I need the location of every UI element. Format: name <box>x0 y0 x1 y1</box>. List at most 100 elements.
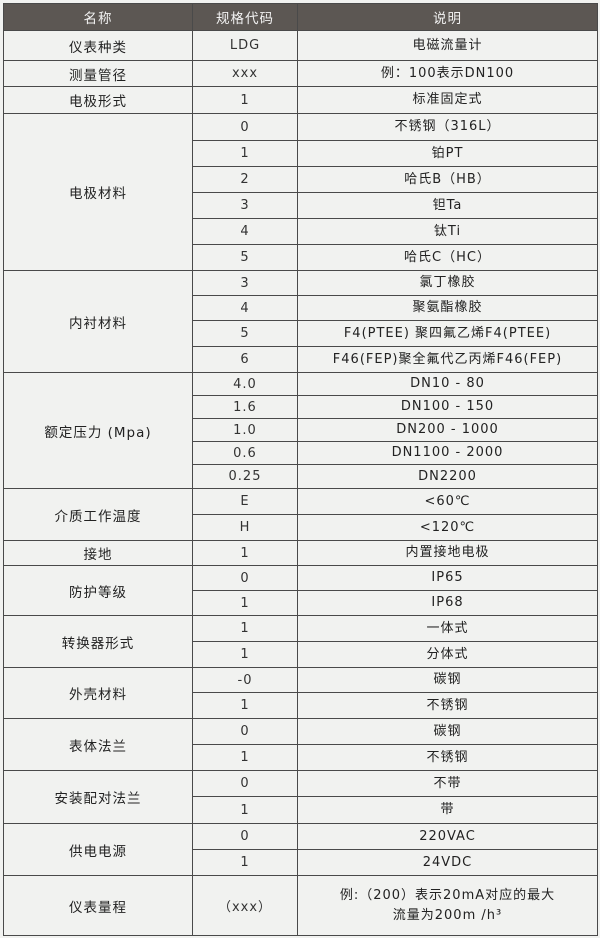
spec-description: 氯丁橡胶 <box>297 270 598 296</box>
table-row: 1 分体式 <box>4 641 598 668</box>
spec-description: 钛Ti <box>297 218 598 245</box>
spec-code: xxx <box>192 60 298 87</box>
table-row: 表体法兰 0 碳钢 <box>3 718 598 771</box>
item-name: 接地 <box>3 540 193 566</box>
spec-code: 2 <box>192 166 298 193</box>
header-desc: 说明 <box>297 3 598 31</box>
table-row: 6 F46(FEP)聚全氟代乙丙烯F46(FEP) <box>4 346 598 373</box>
spec-description: IP68 <box>297 590 598 616</box>
table-row: 仪表种类 LDG 电磁流量计 <box>3 30 598 61</box>
table-row: 1 IP68 <box>4 590 598 616</box>
table-row: 3 钽Ta <box>4 192 598 219</box>
header-name: 名称 <box>3 3 193 31</box>
item-name: 仪表种类 <box>3 30 193 61</box>
spec-description: DN100 - 150 <box>297 395 598 419</box>
header-code: 规格代码 <box>192 3 298 31</box>
spec-code: H <box>192 514 298 541</box>
item-name: 供电电源 <box>3 823 193 876</box>
table-row: 内衬材料 3 氯丁橡胶 <box>3 270 598 373</box>
description-line: 例:（200）表示20mA对应的最大 <box>339 887 556 903</box>
spec-description: 不带 <box>297 770 598 797</box>
spec-code: -0 <box>192 667 298 693</box>
spec-code: 0 <box>192 823 298 850</box>
table-row: 1 24VDC <box>4 849 598 876</box>
table-row: 电极材料 0 不锈钢（316L） <box>3 113 598 271</box>
table-row: 额定压力 (Mpa) 4.0 DN10 - 80 <box>3 372 598 489</box>
table-body: 仪表种类 LDG 电磁流量计 测量管径 xxx 例：100表示DN100 电极形式 1 标准固定… <box>3 30 598 936</box>
table-row: 0.6 DN1100 - 2000 <box>4 441 598 465</box>
spec-code: （xxx） <box>192 875 298 936</box>
spec-description: 例:（200）表示20mA对应的最大 流量为200m /h³ <box>297 875 598 936</box>
spec-description: DN1100 - 2000 <box>297 441 598 465</box>
table-row: 1.0 DN200 - 1000 <box>4 418 598 442</box>
header-row: 名称 规格代码 说明 <box>3 3 598 31</box>
table-row: 5 哈氏C（HC） <box>4 244 598 271</box>
table-row: 测量管径 xxx 例：100表示DN100 <box>3 60 598 87</box>
spec-code: 1 <box>192 86 298 114</box>
table-row: 防护等级 0 IP65 <box>3 565 598 616</box>
item-name: 防护等级 <box>3 565 193 616</box>
spec-description: F46(FEP)聚全氟代乙丙烯F46(FEP) <box>297 346 598 373</box>
spec-code: 5 <box>192 320 298 347</box>
item-name: 额定压力 (Mpa) <box>3 372 193 489</box>
spec-description: 钽Ta <box>297 192 598 219</box>
description-line: 流量为200m /h³ <box>392 907 503 923</box>
spec-description: <120℃ <box>297 514 598 541</box>
spec-description: 哈氏C（HC） <box>297 244 598 271</box>
spec-description: 碳钢 <box>297 667 598 693</box>
spec-code: E <box>192 488 298 515</box>
table-row: 1 不锈钢 <box>4 744 598 771</box>
spec-code: 1 <box>192 744 298 771</box>
spec-code: 0 <box>192 770 298 797</box>
spec-code: 1 <box>192 590 298 616</box>
table-row: 4 钛Ti <box>4 218 598 245</box>
spec-code: 1.6 <box>192 395 298 419</box>
spec-code: 1 <box>192 540 298 566</box>
spec-code: 1 <box>192 641 298 668</box>
spec-code: 1 <box>192 140 298 167</box>
spec-description: 不锈钢（316L） <box>297 113 598 141</box>
spec-description: 分体式 <box>297 641 598 668</box>
spec-code: 0 <box>192 565 298 591</box>
spec-code: 4 <box>192 218 298 245</box>
spec-description: 聚氨酯橡胶 <box>297 295 598 321</box>
spec-description: 带 <box>297 796 598 824</box>
spec-code: 0 <box>192 718 298 745</box>
spec-description: DN10 - 80 <box>297 372 598 396</box>
spec-code: 0.25 <box>192 464 298 489</box>
spec-code: 4 <box>192 295 298 321</box>
spec-description: 24VDC <box>297 849 598 876</box>
table-row: 仪表量程 （xxx） 例:（200）表示20mA对应的最大 流量为200m /h³ <box>3 875 598 936</box>
spec-code: 0 <box>192 113 298 141</box>
spec-description: DN2200 <box>297 464 598 489</box>
table-row: 4 聚氨酯橡胶 <box>4 295 598 321</box>
spec-code: 0.6 <box>192 441 298 465</box>
table-row: 安装配对法兰 0 不带 <box>3 770 598 824</box>
table-row: 1.6 DN100 - 150 <box>4 395 598 419</box>
spec-description: 一体式 <box>297 615 598 642</box>
item-name: 仪表量程 <box>3 875 193 936</box>
spec-description: 哈氏B（HB） <box>297 166 598 193</box>
spec-code: 3 <box>192 192 298 219</box>
spec-description: 标准固定式 <box>297 86 598 114</box>
table-row: 外壳材料 -0 碳钢 <box>3 667 598 719</box>
item-name: 外壳材料 <box>3 667 193 719</box>
item-name: 介质工作温度 <box>3 488 193 541</box>
table-row: 转换器形式 1 一体式 <box>3 615 598 668</box>
spec-description: 不锈钢 <box>297 744 598 771</box>
spec-code: LDG <box>192 30 298 61</box>
spec-description: 电磁流量计 <box>297 30 598 61</box>
table-row: 5 F4(PTEE) 聚四氟乙烯F4(PTEE) <box>4 320 598 347</box>
spec-description: 220VAC <box>297 823 598 850</box>
spec-description: 铂PT <box>297 140 598 167</box>
spec-description: 不锈钢 <box>297 692 598 719</box>
item-name: 转换器形式 <box>3 615 193 668</box>
item-name: 电极形式 <box>3 86 193 114</box>
spec-description: IP65 <box>297 565 598 591</box>
spec-description: 内置接地电极 <box>297 540 598 566</box>
table-row: 介质工作温度 E <60℃ <box>3 488 598 541</box>
table-row: 接地 1 内置接地电极 <box>3 540 598 566</box>
spec-code: 4.0 <box>192 372 298 396</box>
spec-table: 名称 规格代码 说明 仪表种类 LDG 电磁流量计 测量管径 xxx 例：100表示DN1… <box>3 3 598 936</box>
spec-description: <60℃ <box>297 488 598 515</box>
